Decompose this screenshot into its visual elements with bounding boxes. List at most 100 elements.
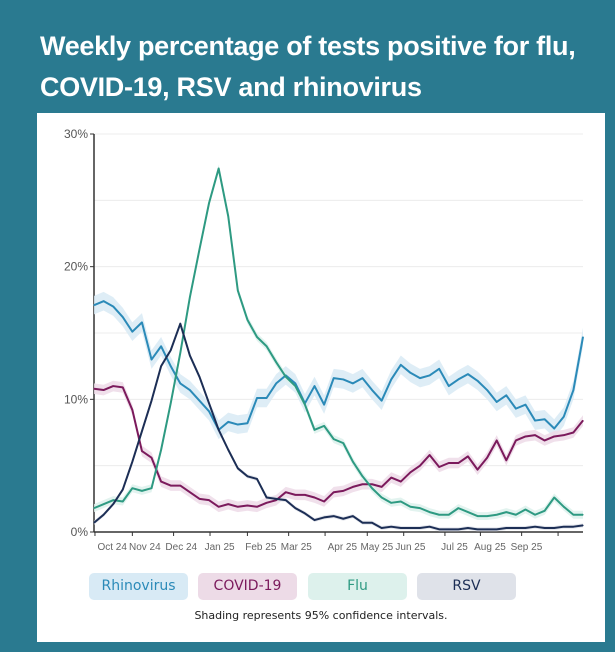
data-point	[189, 491, 191, 493]
data-point	[457, 528, 459, 530]
data-point	[409, 372, 412, 374]
data-point	[400, 500, 402, 503]
data-point	[237, 289, 239, 292]
data-point	[198, 248, 201, 251]
data-point	[476, 515, 479, 517]
data-point	[93, 522, 95, 524]
data-point	[467, 527, 469, 529]
data-point	[582, 514, 584, 516]
data-point	[265, 397, 268, 399]
data-point	[131, 461, 133, 463]
data-point	[93, 507, 95, 509]
data-point	[275, 382, 277, 385]
data-point	[553, 496, 555, 499]
data-point	[246, 422, 249, 424]
x-tick-label: Apr 25	[328, 542, 358, 553]
data-point	[419, 377, 421, 379]
data-point	[294, 494, 296, 496]
data-point	[352, 486, 354, 488]
data-point	[131, 409, 133, 411]
data-point	[150, 457, 153, 459]
data-point	[342, 518, 344, 520]
data-point	[112, 503, 114, 505]
data-point	[371, 389, 373, 391]
data-point	[265, 496, 268, 499]
data-point	[179, 323, 181, 325]
data-point	[572, 526, 575, 528]
data-point	[505, 394, 507, 396]
data-point	[448, 462, 450, 464]
data-point	[505, 527, 507, 529]
data-point	[313, 496, 316, 499]
data-point	[189, 296, 191, 298]
data-point	[141, 321, 143, 323]
data-point	[544, 418, 546, 420]
data-point	[275, 498, 277, 500]
data-point	[419, 465, 421, 467]
data-point	[371, 483, 373, 485]
data-point	[170, 349, 172, 351]
data-point	[409, 471, 412, 473]
data-point	[218, 429, 220, 431]
data-point	[524, 435, 527, 438]
data-point	[256, 336, 258, 338]
data-point	[457, 462, 459, 464]
data-point	[323, 500, 325, 503]
data-point	[486, 528, 488, 530]
data-point	[361, 377, 364, 379]
data-point	[563, 415, 565, 418]
legend-rsv: RSV	[417, 573, 516, 600]
data-point	[467, 373, 469, 375]
data-point	[102, 300, 105, 302]
footnote: Shading represents 95% confidence interv…	[194, 609, 448, 622]
data-point	[150, 358, 153, 361]
data-point	[544, 527, 546, 529]
data-point	[285, 499, 287, 501]
data-point	[112, 385, 114, 387]
data-point	[179, 382, 181, 385]
data-point	[476, 380, 479, 382]
data-point	[323, 425, 325, 427]
data-point	[390, 378, 392, 381]
data-point	[409, 506, 412, 508]
data-point	[198, 376, 201, 378]
data-point	[563, 434, 565, 436]
x-tick-label: May 25	[360, 542, 393, 553]
data-point	[93, 304, 95, 306]
data-point	[170, 365, 172, 367]
data-point	[582, 336, 584, 338]
data-point	[333, 515, 335, 517]
data-point	[352, 461, 354, 463]
data-point	[342, 442, 344, 444]
data-point	[93, 388, 95, 390]
data-point	[476, 469, 479, 471]
data-point	[304, 494, 306, 496]
data-point	[371, 522, 373, 524]
chart-panel: 0% 10% 20% 30% Oct 24 Nov 24 Dec 24 Jan 25 Feb 2…	[37, 113, 605, 642]
data-point	[218, 506, 220, 508]
data-point	[361, 522, 364, 524]
data-point	[524, 404, 527, 406]
data-point	[524, 527, 527, 529]
data-point	[102, 503, 105, 505]
data-point	[486, 515, 488, 517]
data-point	[428, 511, 431, 513]
data-point	[160, 480, 162, 483]
y-tick-label: 0%	[71, 525, 89, 539]
data-point	[534, 526, 536, 528]
data-point	[294, 382, 296, 385]
data-point	[534, 419, 536, 422]
y-tick-label: 30%	[64, 127, 88, 141]
data-point	[390, 477, 392, 479]
data-point	[515, 514, 517, 516]
data-point	[275, 361, 277, 363]
data-point	[381, 496, 383, 499]
data-point	[476, 528, 479, 530]
data-point	[122, 316, 124, 318]
series-line-flu	[93, 167, 583, 518]
data-point	[313, 429, 316, 431]
data-point	[246, 475, 249, 477]
data-point	[534, 434, 536, 436]
data-point	[323, 516, 325, 519]
data-point	[428, 374, 431, 377]
